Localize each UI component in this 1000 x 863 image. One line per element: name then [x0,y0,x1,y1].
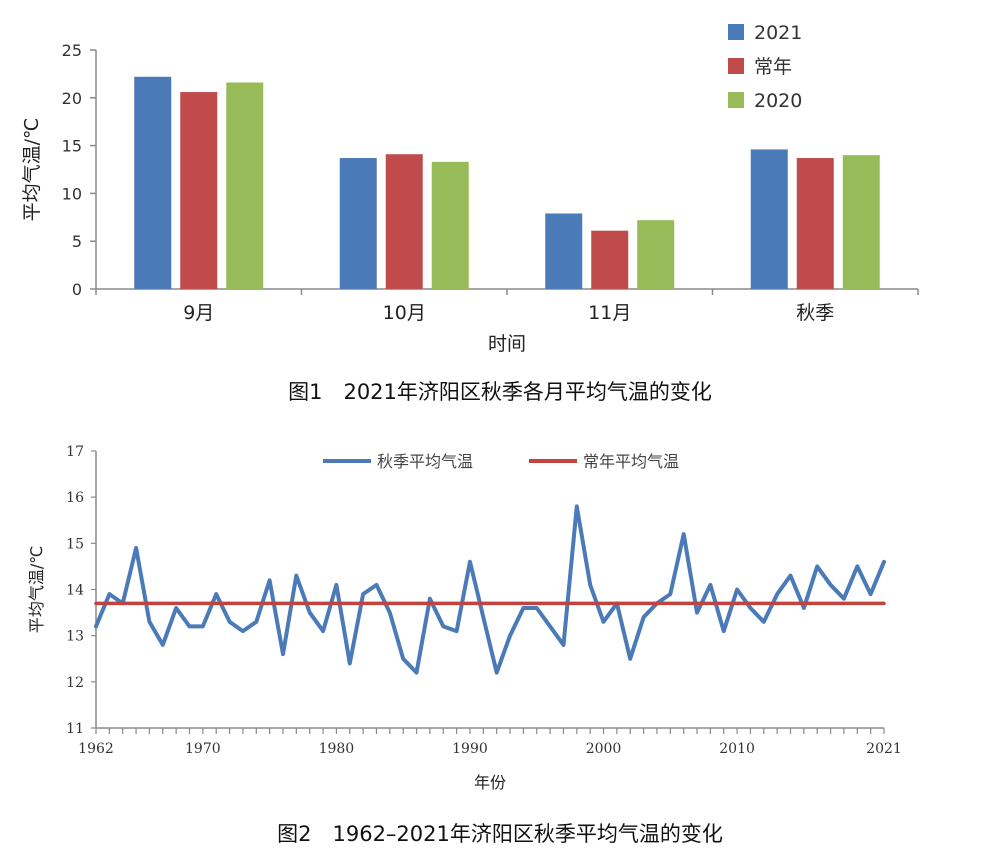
legend-swatch-2020 [728,92,744,108]
y-tick-label: 20 [62,89,82,108]
x-tick-label-2: 2010 [719,741,755,757]
x-axis-title-2: 年份 [474,773,506,792]
y-tick-label: 15 [62,137,82,156]
y-tick-label: 10 [62,184,82,203]
legend-label-常年: 常年 [754,56,792,78]
x-tick-label: 10月 [383,302,426,324]
bar-2020-11月 [637,220,675,289]
y-tick-label-2: 14 [66,583,84,599]
x-tick-label: 11月 [588,302,631,324]
legend-label-2021: 2021 [754,22,802,44]
legend-label-常年平均气温: 常年平均气温 [583,452,679,471]
y-tick-label-2: 11 [66,721,84,737]
y-tick-label-2: 13 [66,629,84,645]
bar-2020-秋季 [842,155,880,289]
bar-2021-11月 [545,213,583,289]
figure2-caption: 图2 1962–2021年济阳区秋季平均气温的变化 [277,822,723,846]
x-tick-label: 9月 [183,302,214,324]
y-axis-title: 平均气温/℃ [21,118,43,222]
y-tick-label: 5 [72,232,82,251]
legend-label-秋季平均气温: 秋季平均气温 [377,452,473,471]
x-tick-label-2: 2021 [866,741,902,757]
x-tick-label-2: 1980 [319,741,355,757]
bar-常年-11月 [591,230,629,289]
y-tick-label: 0 [72,280,82,299]
x-tick-label-2: 1962 [78,741,114,757]
x-tick-label-2: 1970 [185,741,221,757]
y-axis-title-2: 平均气温/℃ [27,546,46,633]
x-tick-label-2: 2000 [586,741,622,757]
x-axis-title: 时间 [488,333,526,355]
bar-2021-秋季 [750,149,788,289]
y-tick-label-2: 16 [66,490,84,506]
y-tick-label-2: 12 [66,675,84,691]
bar-2020-10月 [431,161,469,289]
bar-2021-10月 [339,158,377,289]
y-tick-label: 25 [62,41,82,60]
series-line-秋季平均气温 [94,504,886,675]
x-tick-label: 秋季 [796,302,834,324]
bar-常年-秋季 [796,158,834,289]
legend-swatch-2021 [728,24,744,40]
bar-2020-9月 [226,82,264,289]
y-tick-label-2: 15 [66,536,84,552]
legend-label-2020: 2020 [754,90,802,112]
bar-常年-10月 [385,154,423,289]
bar-2021-9月 [134,76,172,289]
legend-swatch-常年 [728,58,744,74]
y-tick-label-2: 17 [66,444,84,460]
bar-常年-9月 [180,92,218,290]
figure1-caption: 图1 2021年济阳区秋季各月平均气温的变化 [288,380,712,404]
x-tick-label-2: 1990 [452,741,488,757]
